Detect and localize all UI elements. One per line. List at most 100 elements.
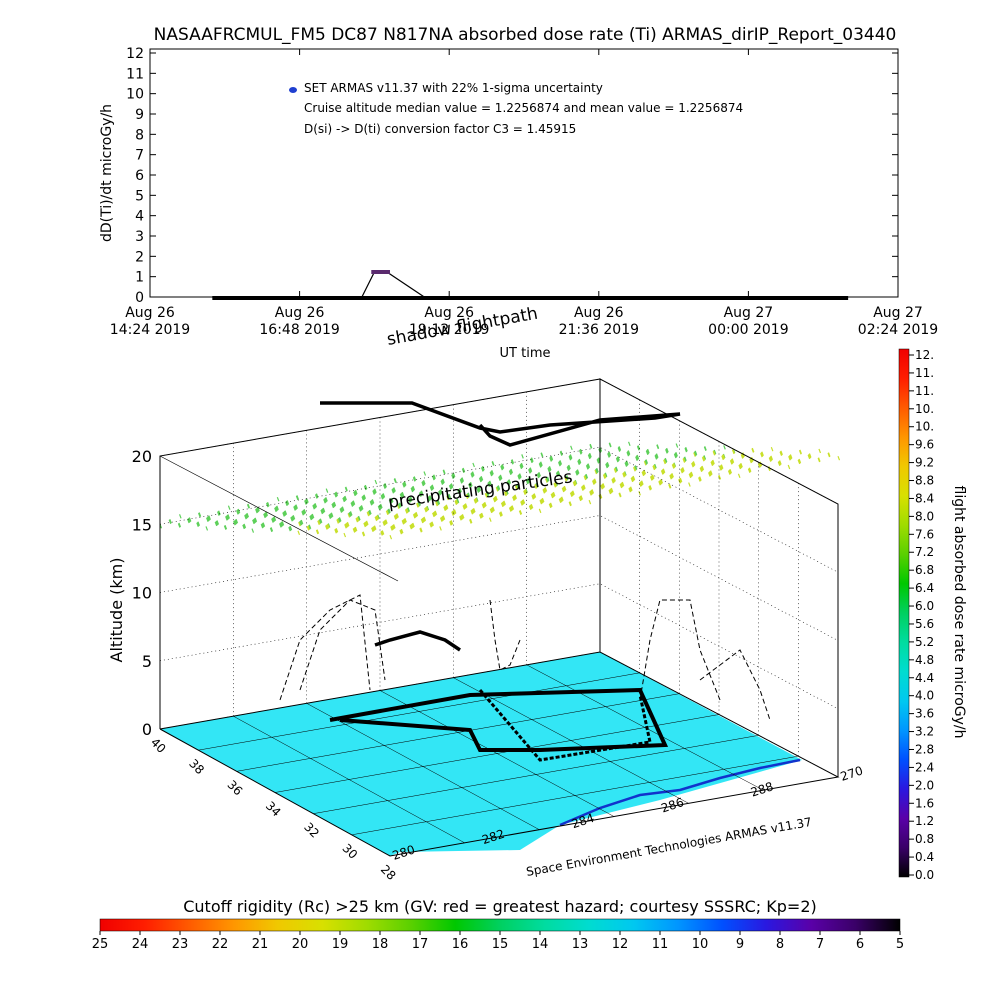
particle-mark	[168, 519, 172, 524]
particle-mark	[377, 514, 380, 519]
colorbar-tick-label: 3.2	[915, 725, 934, 739]
particle-mark	[613, 477, 616, 482]
particle-mark	[712, 451, 716, 456]
particle-mark	[288, 526, 291, 532]
particle-mark	[314, 494, 318, 499]
particle-mark	[477, 487, 481, 492]
particle-mark	[549, 502, 553, 508]
particle-mark	[283, 511, 287, 516]
particle-mark	[535, 483, 539, 488]
particle-mark	[206, 517, 210, 522]
particle-mark	[409, 496, 413, 502]
particle-mark	[215, 521, 218, 526]
particle-mark	[468, 483, 472, 488]
particle-mark	[749, 458, 752, 464]
particle-mark	[648, 486, 651, 491]
particle-mark	[665, 449, 668, 454]
particle-mark	[196, 522, 199, 527]
particle-mark	[344, 523, 348, 528]
particle-mark	[588, 499, 592, 505]
particle-mark	[253, 518, 257, 523]
particle-mark	[678, 478, 682, 484]
particle-mark	[669, 474, 673, 479]
particle-mark	[327, 523, 331, 528]
particle-mark	[620, 482, 624, 488]
particle-mark	[352, 500, 355, 506]
particle-mark	[426, 505, 430, 511]
particle-mark	[580, 486, 584, 491]
particle-mark	[332, 502, 336, 508]
colorbar-tick-label: 10.	[915, 402, 934, 416]
particle-mark	[353, 491, 356, 497]
particle-mark	[336, 518, 340, 524]
particle-mark	[381, 494, 385, 499]
colorbar-tick-label: 4.0	[915, 689, 934, 703]
particle-mark	[393, 524, 396, 529]
particle-mark	[613, 468, 617, 473]
particle-mark	[640, 480, 644, 486]
legend-entry: Cruise altitude median value = 1.2256874…	[304, 101, 743, 115]
particle-mark	[282, 512, 285, 517]
particle-mark	[639, 481, 643, 487]
particle-mark	[356, 517, 359, 522]
particle-mark	[491, 507, 495, 512]
particle-mark	[505, 490, 508, 496]
particle-mark	[659, 479, 663, 484]
particle-mark	[600, 485, 603, 490]
particle-mark	[383, 520, 387, 525]
colorbar-gradient	[898, 348, 910, 878]
particle-mark	[362, 494, 366, 500]
particle-mark	[275, 506, 279, 511]
particle-mark	[548, 503, 552, 509]
colorbar-tick-label: 5.2	[915, 635, 934, 649]
particle-mark	[288, 526, 292, 531]
particle-mark	[487, 482, 491, 487]
particle-mark	[340, 507, 344, 512]
particle-mark	[215, 520, 219, 526]
particle-mark	[196, 522, 200, 527]
particle-mark	[303, 509, 306, 514]
particle-mark	[549, 457, 552, 462]
y-tick-label: 10	[126, 87, 144, 103]
particle-mark	[244, 514, 248, 519]
particle-mark	[427, 496, 431, 502]
particle-mark	[439, 526, 442, 531]
particle-mark	[571, 491, 574, 496]
particle-mark	[457, 489, 460, 495]
particle-mark	[641, 480, 644, 485]
particle-mark	[403, 518, 407, 523]
particle-mark	[208, 515, 211, 520]
particle-mark	[274, 507, 277, 513]
particle-mark	[481, 467, 484, 472]
particle-mark	[429, 486, 433, 491]
particle-mark	[423, 516, 427, 522]
particle-mark	[293, 505, 297, 511]
particle-mark	[205, 526, 209, 531]
particle-mark	[489, 508, 493, 514]
particle-mark	[334, 492, 338, 497]
particle-mark	[442, 515, 446, 520]
particle-mark	[582, 484, 586, 490]
particle-mark	[398, 503, 402, 508]
descent-track	[699, 649, 771, 721]
particle-mark	[263, 513, 266, 519]
particle-mark	[373, 489, 376, 494]
latitude-tick-label: 34	[263, 799, 284, 820]
particle-mark	[619, 492, 622, 497]
particle-mark	[315, 493, 319, 499]
particle-mark	[611, 478, 615, 484]
particle-mark	[198, 512, 202, 517]
particle-mark	[479, 513, 483, 519]
particle-mark	[557, 461, 561, 467]
colorbar-tick-label: 18	[372, 937, 389, 952]
particle-mark	[451, 511, 454, 516]
particle-mark	[494, 496, 497, 502]
particle-mark	[469, 518, 473, 524]
particle-mark	[590, 490, 593, 495]
particle-mark	[395, 514, 398, 519]
particle-mark	[710, 461, 714, 467]
particle-mark	[227, 505, 231, 510]
particle-mark	[589, 444, 593, 449]
particle-mark	[419, 491, 423, 496]
particle-mark	[434, 510, 438, 516]
